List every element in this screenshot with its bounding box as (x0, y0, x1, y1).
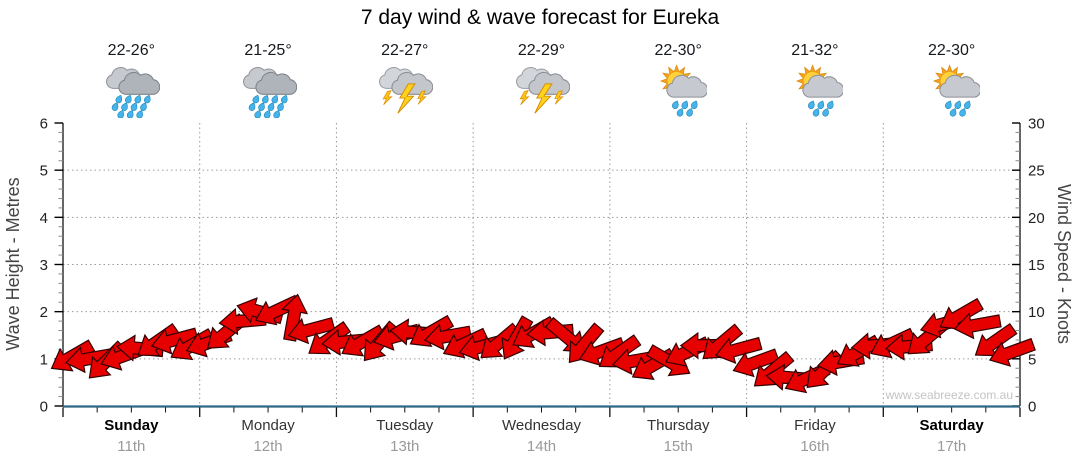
day-label-sunday: Sunday 11th (61, 415, 201, 457)
day-label-tuesday: Tuesday 13th (335, 415, 475, 457)
day-temp: 22-26° (107, 42, 155, 59)
right-tick-label: 25 (1028, 163, 1045, 180)
day-temp: 22-30° (654, 42, 702, 59)
right-tick-label: 10 (1028, 304, 1045, 321)
wind-barb (341, 324, 386, 357)
day-name: Sunday (104, 417, 159, 434)
thunderstorm-icon (516, 67, 570, 114)
wind-barb (974, 322, 1018, 357)
right-tick-label: 15 (1028, 257, 1045, 274)
day-column-monday: 21-25° (203, 40, 333, 118)
day-name: Tuesday (376, 417, 434, 434)
day-date: 14th (526, 438, 557, 455)
right-tick-label: 20 (1028, 210, 1045, 227)
day-column-sunday: 22-26° (66, 40, 196, 118)
left-tick-label: 6 (40, 116, 48, 133)
sun-shower-icon (933, 64, 981, 117)
wind-barb (287, 317, 336, 345)
right-tick-label: 0 (1028, 399, 1036, 416)
day-date: 16th (800, 438, 830, 455)
day-temp: 22-27° (381, 42, 429, 59)
day-column-tuesday: 22-27° (340, 40, 470, 118)
day-date: 13th (390, 438, 420, 455)
day-column-thursday: 22-30° (613, 40, 743, 118)
day-column-friday: 21-32° (750, 40, 880, 118)
wind-barb (64, 346, 113, 374)
day-date: 12th (253, 438, 283, 455)
day-label-friday: Friday 16th (745, 415, 885, 457)
left-tick-label: 0 (40, 399, 48, 416)
day-name: Thursday (646, 417, 710, 434)
day-temp: 21-32° (791, 42, 839, 59)
wind-barb (988, 337, 1036, 367)
day-temp: 21-25° (244, 42, 292, 59)
day-label-saturday: Saturday 17th (882, 415, 1022, 457)
day-label-monday: Monday 12th (198, 415, 338, 457)
wind-barb (732, 348, 780, 378)
wind-barb (150, 327, 199, 355)
day-name: Friday (794, 417, 836, 434)
wind-barb (953, 312, 1002, 340)
thunderstorm-icon (379, 67, 434, 114)
left-tick-label: 2 (40, 304, 48, 321)
heavy-rain-icon (242, 67, 297, 118)
right-tick-label: 5 (1028, 351, 1036, 368)
left-tick-label: 5 (40, 163, 48, 180)
day-column-saturday: 22-30° (887, 40, 1017, 118)
day-date: 17th (937, 438, 967, 455)
wind-barb (423, 323, 472, 351)
day-label-wednesday: Wednesday 14th (472, 415, 612, 457)
wind-barb (578, 337, 626, 367)
left-tick-label: 4 (40, 210, 48, 227)
day-name: Saturday (919, 417, 984, 434)
day-name: Wednesday (502, 417, 581, 434)
sun-shower-icon (659, 64, 707, 117)
left-tick-label: 3 (40, 257, 48, 274)
day-temp: 22-29° (517, 42, 566, 59)
watermark: www.seabreeze.com.au (885, 388, 1013, 402)
day-column-wednesday: 22-29° (477, 40, 607, 118)
day-date: 11th (117, 438, 146, 455)
heavy-rain-icon (105, 67, 160, 118)
day-temp: 22-30° (927, 42, 976, 59)
wind-barb (480, 322, 522, 359)
right-tick-label: 30 (1028, 116, 1045, 133)
sun-shower-icon (796, 64, 844, 117)
left-tick-label: 1 (40, 351, 48, 368)
wind-barb (714, 336, 763, 365)
day-label-thursday: Thursday 15th (608, 415, 748, 457)
day-name: Monday (241, 417, 295, 434)
page-title: 7 day wind & wave forecast for Eureka (360, 6, 720, 29)
day-date: 15th (663, 438, 693, 455)
